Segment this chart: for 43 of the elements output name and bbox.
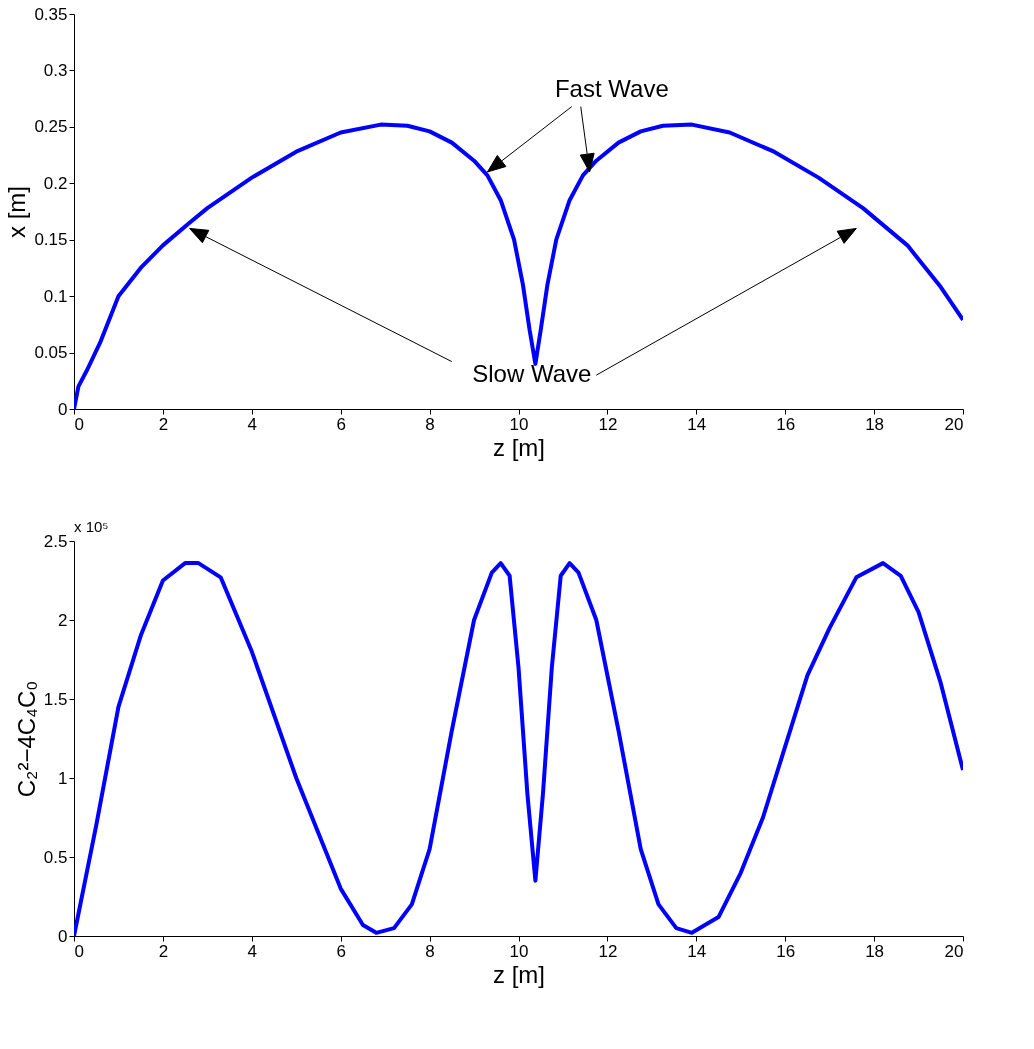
x-tick-label: 14 bbox=[687, 941, 707, 961]
x-tick-label: 8 bbox=[425, 941, 435, 961]
y-tick-label: 0.25 bbox=[34, 117, 68, 137]
x-axis-title: z [m] bbox=[493, 433, 545, 461]
y-tick-label: 0.15 bbox=[34, 230, 68, 250]
x-tick-label: 18 bbox=[865, 414, 885, 434]
x-tick-label: 18 bbox=[865, 941, 885, 961]
y-tick-label: 0.35 bbox=[34, 4, 68, 24]
annotation: Fast Wave bbox=[554, 74, 669, 102]
y-axis-title: x [m] bbox=[3, 186, 31, 238]
x-tick-label: 14 bbox=[687, 414, 707, 434]
x-tick-label: 4 bbox=[247, 414, 258, 434]
x-tick-label: 0 bbox=[74, 414, 84, 434]
x-tick-label: 12 bbox=[598, 414, 618, 434]
x-tick-label: 16 bbox=[776, 414, 796, 434]
y-tick-label: 2.5 bbox=[43, 531, 68, 551]
y-tick-label: 1 bbox=[58, 768, 68, 788]
y-tick-label: 2 bbox=[58, 610, 68, 630]
y-axis-title: C₂²−4C₄C₀ bbox=[12, 680, 40, 798]
y-tick-label: 0.05 bbox=[34, 343, 68, 363]
x-axis-title: z [m] bbox=[493, 960, 545, 988]
y-tick-label: 0.5 bbox=[43, 847, 68, 867]
x-tick-label: 4 bbox=[247, 941, 258, 961]
y-tick-label: 0 bbox=[58, 926, 68, 946]
y-tick-label: 0.3 bbox=[43, 60, 68, 80]
x-tick-label: 2 bbox=[158, 941, 169, 961]
x-tick-label: 10 bbox=[509, 941, 529, 961]
x-tick-label: 8 bbox=[425, 414, 435, 434]
x-tick-label: 16 bbox=[776, 941, 796, 961]
y-tick-label: 0.2 bbox=[43, 173, 68, 193]
annotation: Slow Wave bbox=[472, 360, 592, 388]
x-tick-label: 12 bbox=[598, 941, 618, 961]
y-tick-label: 0.1 bbox=[43, 286, 68, 306]
text: x 10⁵ bbox=[74, 518, 109, 535]
y-tick-label: 0 bbox=[58, 399, 68, 419]
x-tick-label: 10 bbox=[509, 414, 529, 434]
x-tick-label: 0 bbox=[74, 941, 84, 961]
x-tick-label: 6 bbox=[336, 414, 346, 434]
x-tick-label: 20 bbox=[944, 941, 964, 961]
x-tick-label: 2 bbox=[158, 414, 169, 434]
x-tick-label: 20 bbox=[944, 414, 964, 434]
x-tick-label: 6 bbox=[336, 941, 346, 961]
y-tick-label: 1.5 bbox=[43, 689, 68, 709]
